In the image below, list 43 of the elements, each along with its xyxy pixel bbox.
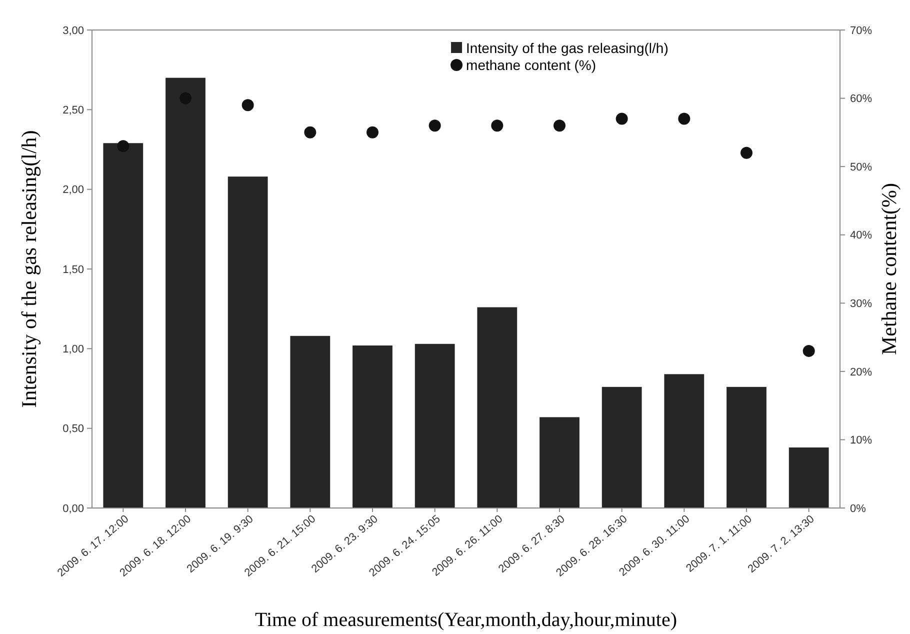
point — [678, 112, 690, 125]
y2-tick-label: 70% — [850, 24, 872, 37]
bar — [540, 417, 580, 508]
bar — [414, 344, 455, 508]
y-tick-label: 2,50 — [62, 104, 84, 117]
legend-label: methane content (%) — [466, 56, 596, 73]
point — [366, 126, 378, 138]
legend-label: Intensity of the gas releasing(l/h) — [466, 40, 668, 56]
y2-tick-label: 60% — [850, 93, 872, 106]
x-axis-title: Time of measurements(Year,month,day,hour,minute) — [254, 609, 678, 631]
bar — [166, 78, 206, 508]
bar — [602, 386, 642, 508]
bar — [228, 176, 268, 508]
y2-tick-label: 40% — [850, 230, 872, 242]
point — [616, 112, 628, 125]
y2-tick-label: 30% — [850, 298, 872, 310]
point — [428, 120, 441, 132]
bar — [477, 307, 518, 508]
point — [117, 140, 130, 152]
y-tick-label: 2,00 — [62, 184, 84, 196]
point — [554, 120, 566, 132]
point — [802, 344, 815, 357]
y-tick-label: 3,00 — [62, 24, 84, 37]
bar — [726, 386, 766, 508]
bar — [290, 336, 330, 508]
y2-tick-label: 50% — [850, 161, 872, 174]
y-tick-label: 1,00 — [62, 344, 84, 356]
y-tick-label: 1,50 — [62, 264, 84, 276]
bar — [788, 447, 829, 508]
y2-axis-title: Methane content(%) — [877, 182, 901, 356]
point — [491, 120, 504, 132]
bar — [103, 143, 144, 508]
bar — [352, 345, 392, 508]
y-tick-label: 0,50 — [62, 423, 84, 436]
y-axis-title: Intensity of the gas releasing(l/h) — [17, 130, 41, 408]
y2-tick-label: 20% — [850, 366, 872, 378]
point — [740, 146, 752, 159]
y-tick-label: 0,00 — [62, 502, 84, 515]
point — [304, 126, 316, 138]
point — [242, 99, 254, 112]
y2-tick-label: 10% — [850, 434, 872, 447]
bar — [664, 374, 704, 508]
y2-tick-label: 0% — [850, 502, 866, 515]
